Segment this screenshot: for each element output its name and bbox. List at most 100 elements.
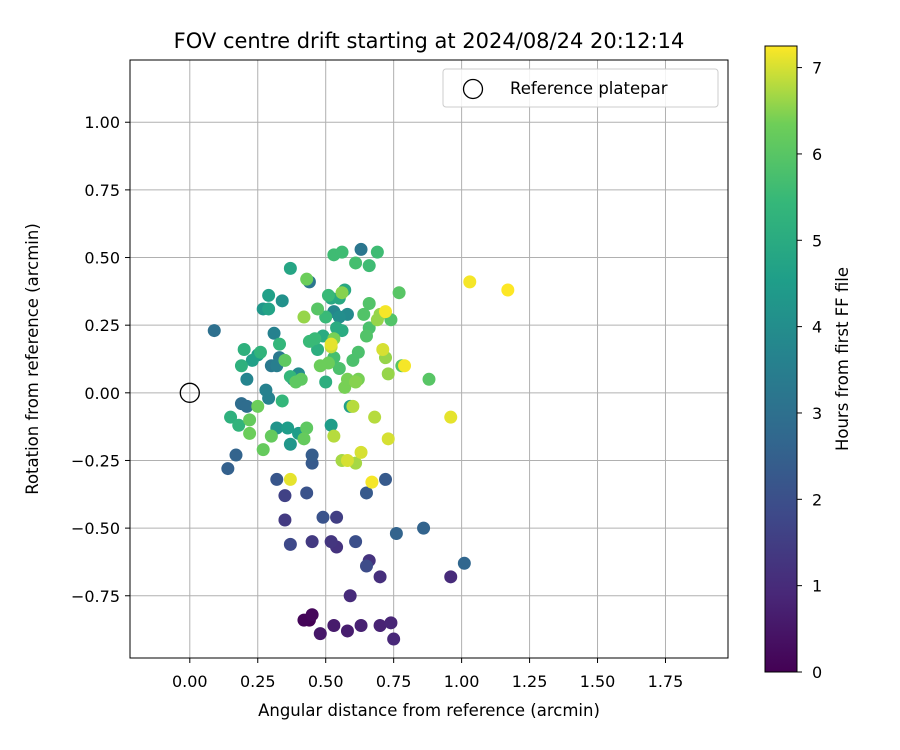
scatter-point [224,410,238,424]
colorbar-tick-label: 7 [812,59,822,78]
scatter-point [376,343,390,357]
scatter-point [346,399,360,413]
scatter-point [311,343,325,357]
scatter-point [381,432,395,446]
y-tick-label: −0.50 [71,519,120,538]
scatter-point [354,242,368,256]
scatter-point [207,324,221,338]
scatter-point [262,288,276,302]
scatter-point [359,329,373,343]
scatter-point [313,359,327,373]
scatter-point [243,413,257,427]
scatter-point [381,367,395,381]
scatter-point [273,337,286,351]
scatter-point [398,359,412,373]
scatter-point [300,272,314,286]
scatter-point [387,632,401,646]
scatter-point [300,421,314,435]
scatter-point [354,619,368,633]
scatter-point [259,383,273,397]
scatter-point [359,486,373,500]
y-tick-label: 0.75 [84,181,120,200]
scatter-point [389,527,403,541]
scatter-point [237,343,251,357]
scatter-point [379,472,393,486]
plot-area [129,59,729,659]
colorbar-tick-label: 5 [812,231,822,250]
colorbar-tick-label: 3 [812,404,822,423]
x-tick-label: 0.25 [240,672,276,691]
scatter-point [349,256,363,270]
scatter-point [354,445,368,459]
scatter-point [321,288,335,302]
y-tick-label: −0.25 [71,451,120,470]
scatter-point [297,310,311,324]
scatter-point [324,418,338,432]
scatter-point [297,432,311,446]
scatter-point [275,294,289,308]
scatter-point [444,570,458,584]
colorbar-label: Hours from first FF file [833,267,852,451]
scatter-point [289,375,303,389]
scatter-point [327,619,341,633]
scatter-point [278,353,292,367]
scatter-point [319,310,333,324]
scatter-point [221,462,235,476]
scatter-point [283,537,297,551]
scatter-point [319,375,333,389]
scatter-point [365,475,379,489]
scatter-point [308,332,322,346]
scatter-point [305,535,319,549]
x-tick-label: 1.75 [648,672,684,691]
scatter-point [335,245,349,259]
scatter-point [267,326,281,340]
scatter-point [330,321,344,335]
scatter-point [240,372,254,386]
colorbar-gradient [764,45,798,673]
scatter-point [444,410,458,424]
y-tick-label: −0.75 [71,587,120,606]
scatter-point [368,410,382,424]
x-tick-label: 1.25 [512,672,548,691]
scatter-point [332,361,346,375]
colorbar-tick-label: 0 [812,663,822,682]
y-axis-label: Rotation from reference (arcmin) [23,223,42,495]
x-tick-label: 0.00 [172,672,208,691]
x-tick-label: 0.75 [376,672,412,691]
chart-title: FOV centre drift starting at 2024/08/24 … [174,29,685,53]
scatter-point [229,448,243,462]
scatter-point [349,375,363,389]
scatter-point [283,261,297,275]
scatter-point [343,589,357,603]
scatter-point [384,616,398,630]
scatter-point [264,429,278,443]
scatter-point [351,345,365,359]
scatter-point [243,426,257,440]
scatter-point [262,302,276,316]
y-tick-label: 0.50 [84,249,120,268]
legend-label: Reference platepar [510,79,668,98]
scatter-point [332,310,346,324]
legend-marker-icon [462,78,484,100]
y-ticks: −0.75 −0.50 −0.25 0.00 0.25 0.50 0.75 1.00 [71,113,130,606]
scatter-point [305,608,319,622]
scatter-point [463,275,477,289]
scatter-point [357,307,371,321]
colorbar-tick-label: 1 [812,577,822,596]
scatter-point [373,619,387,633]
reference-marker [179,382,200,403]
scatter-point [275,394,289,408]
y-tick-label: 0.00 [84,384,120,403]
y-tick-label: 1.00 [84,113,120,132]
scatter-point [457,556,471,570]
scatter-point [362,259,376,273]
reference-layer [179,382,200,403]
scatter-point [324,535,338,549]
scatter-point [370,313,384,327]
scatter-point [232,418,246,432]
legend-box [442,68,719,108]
x-ticks: 0.00 0.25 0.50 0.75 1.00 1.25 1.50 1.75 [172,658,683,691]
scatter-point [283,437,297,451]
